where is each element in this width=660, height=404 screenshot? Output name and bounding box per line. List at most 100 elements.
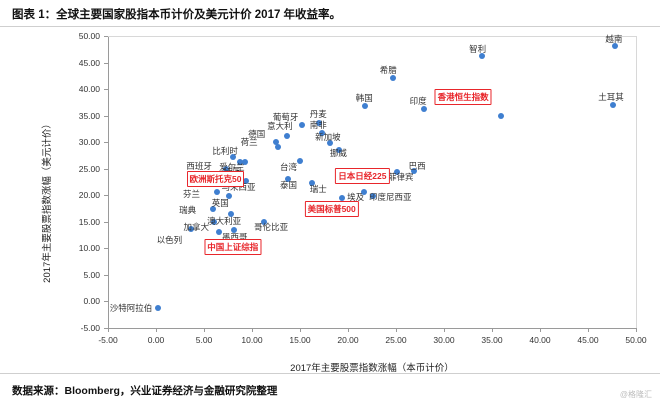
point-label: 印度尼西亚 xyxy=(368,191,412,202)
scatter-point xyxy=(611,43,618,50)
y-tick-mark xyxy=(104,328,108,329)
y-tick-mark xyxy=(104,36,108,37)
scatter-point xyxy=(242,158,249,165)
scatter-point xyxy=(230,227,237,234)
x-tick-mark xyxy=(540,328,541,332)
y-tick-mark xyxy=(104,195,108,197)
point-label: 日本日经225 xyxy=(335,167,390,184)
scatter-point xyxy=(362,102,369,109)
point-label: 瑞士 xyxy=(309,183,327,194)
y-tick-label: -5.00 xyxy=(80,323,100,333)
x-tick-mark xyxy=(252,328,253,332)
point-label: 瑞典 xyxy=(179,204,197,215)
x-tick-label: 5.00 xyxy=(195,335,213,345)
scatter-point xyxy=(227,210,234,217)
scatter-point xyxy=(393,169,400,176)
scatter-point xyxy=(243,177,250,184)
scatter-point xyxy=(479,53,486,60)
point-label: 葡萄牙 xyxy=(272,111,299,122)
point-label: 墨西哥 xyxy=(221,232,248,243)
x-tick-label: 45.00 xyxy=(577,335,599,345)
scatter-point xyxy=(214,189,221,196)
scatter-point xyxy=(187,226,194,233)
y-tick-mark xyxy=(104,301,108,303)
point-label: 芬兰 xyxy=(183,189,201,200)
y-tick-label: 15.00 xyxy=(78,216,100,227)
chart-plot-area: 2017年主要股票指数涨幅（美元计价） 2017年主要股票指数涨幅（本币计价） … xyxy=(42,31,648,374)
x-tick-mark xyxy=(396,328,397,332)
x-tick-mark xyxy=(300,328,301,332)
scatter-point xyxy=(210,219,217,226)
x-tick-label: 10.00 xyxy=(241,335,263,345)
y-tick-mark xyxy=(104,142,108,144)
scatter-point xyxy=(336,147,343,154)
x-tick-label: 0.00 xyxy=(147,335,165,345)
source-note: 数据来源：Bloomberg，兴业证券经济与金融研究院整理 xyxy=(12,385,278,397)
x-tick-mark xyxy=(348,328,349,332)
point-label: 南非 xyxy=(309,120,327,131)
y-tick-label: 50.00 xyxy=(78,31,100,41)
scatter-point xyxy=(260,218,267,225)
scatter-point xyxy=(223,166,230,173)
x-tick-mark xyxy=(156,328,157,332)
y-tick-label: 10.00 xyxy=(78,243,100,254)
point-label: 韩国 xyxy=(355,92,373,103)
x-tick-label: 50.00 xyxy=(625,335,647,345)
point-label: 爱尔兰 xyxy=(219,161,245,172)
y-tick-label: 45.00 xyxy=(78,57,100,68)
figure-header: 图表 1：全球主要国家股指本币计价及美元计价 2017 年收益率。 xyxy=(0,0,660,27)
point-label: 埃及 xyxy=(347,192,365,203)
scatter-point xyxy=(298,121,305,128)
point-label: 西班牙 xyxy=(186,160,212,171)
point-label: 美国标普500 xyxy=(304,200,359,217)
scatter-point xyxy=(273,139,279,146)
figure-footer: 数据来源：Bloomberg，兴业证券经济与金融研究院整理 @格隆汇 xyxy=(0,373,660,404)
point-label: 德国 xyxy=(248,128,266,139)
point-label: 巴西 xyxy=(408,160,426,171)
axes-right-border xyxy=(636,36,637,328)
y-tick-mark xyxy=(104,62,108,64)
scatter-point xyxy=(297,158,303,165)
scatter-point xyxy=(154,305,161,312)
y-tick-mark xyxy=(104,248,108,250)
scatter-point xyxy=(319,130,326,137)
scatter-point xyxy=(339,195,346,202)
point-label: 希腊 xyxy=(379,64,397,75)
y-tick-label: 0.00 xyxy=(83,296,100,307)
scatter-point xyxy=(609,102,616,109)
point-label: 沙特阿拉伯 xyxy=(109,303,153,314)
x-tick-mark xyxy=(204,328,205,332)
point-label: 荷兰 xyxy=(240,137,258,148)
x-tick-label: 35.00 xyxy=(481,335,503,345)
point-label: 比利时 xyxy=(212,145,238,156)
x-tick-mark xyxy=(108,328,109,332)
y-tick-mark xyxy=(104,89,108,91)
point-label: 土耳其 xyxy=(598,91,624,102)
watermark-label: @格隆汇 xyxy=(619,390,652,399)
y-tick-label: 20.00 xyxy=(78,190,100,201)
axes-top-border xyxy=(108,36,636,37)
scatter-point xyxy=(309,180,316,187)
point-label: 泰国 xyxy=(279,179,297,190)
scatter-point xyxy=(284,176,291,183)
y-tick-mark xyxy=(104,168,108,170)
x-tick-mark xyxy=(588,328,589,332)
point-label: 哥伦比亚 xyxy=(254,222,289,233)
scatter-point xyxy=(283,132,290,139)
scatter-point xyxy=(225,192,232,199)
x-tick-label: 25.00 xyxy=(385,335,407,345)
y-tick-label: 25.00 xyxy=(78,163,100,174)
point-label: 丹麦 xyxy=(309,108,327,119)
scatter-point xyxy=(420,106,427,113)
scatter-point xyxy=(209,205,216,212)
scatter-point xyxy=(216,229,223,236)
point-label: 意大利 xyxy=(267,121,293,132)
point-label: 英国 xyxy=(211,197,229,208)
scatter-point xyxy=(369,192,376,199)
scatter-point xyxy=(326,139,333,146)
point-label: 加拿大 xyxy=(183,221,210,232)
y-tick-mark xyxy=(104,274,108,276)
point-label: 以色列 xyxy=(156,234,183,245)
point-label: 新加坡 xyxy=(315,131,341,142)
